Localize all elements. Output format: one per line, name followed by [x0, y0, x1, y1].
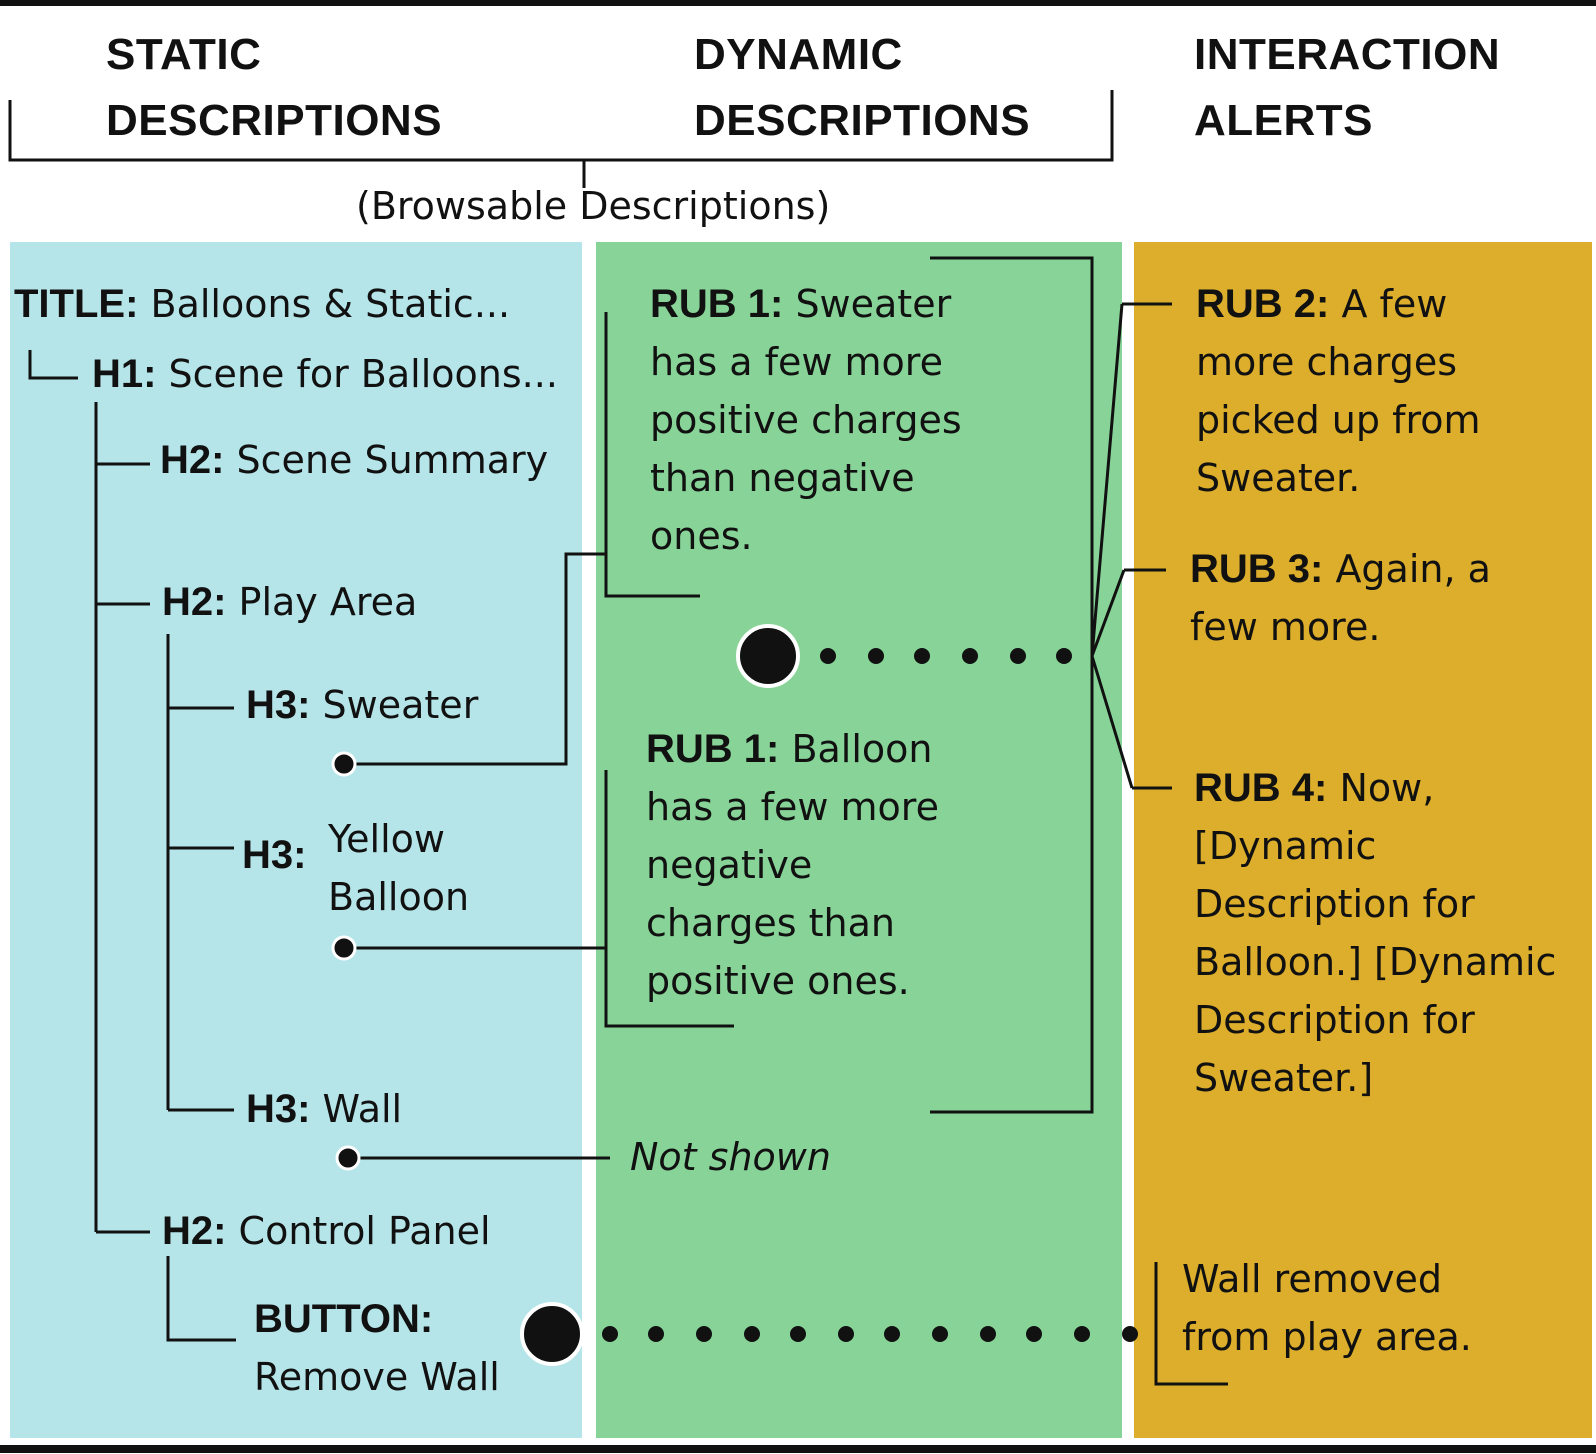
tree-button-text: Remove Wall [254, 1355, 500, 1399]
balloon-desc-line1: Balloon [791, 727, 933, 771]
rub2-line2: more charges [1196, 340, 1458, 384]
rub4-line4: Balloon.] [Dynamic [1194, 940, 1557, 984]
tree-button-label: BUTTON: [254, 1297, 434, 1341]
rub4-line6: Sweater.] [1194, 1056, 1374, 1100]
rub3-line1: Again, a [1335, 547, 1491, 591]
rub2-alert: RUB 2: A few more charges picked up from… [1196, 275, 1481, 507]
tree-title-text: Balloons & Static... [150, 282, 511, 326]
rub4-line2: [Dynamic [1194, 824, 1377, 868]
alerts-header-line2: ALERTS [1194, 96, 1373, 145]
tree-button: BUTTON: Remove Wall [254, 1290, 500, 1406]
balloon-desc-line4: charges than [646, 901, 895, 945]
balloon-desc-line2: has a few more [646, 785, 939, 829]
rub4-alert: RUB 4: Now, [Dynamic Description for Bal… [1194, 759, 1556, 1107]
wall-removed-line2: from play area. [1182, 1315, 1472, 1359]
tree-control-panel: H2: Control Panel [162, 1202, 491, 1260]
tree-play-area-text: Play Area [238, 580, 418, 624]
rub2-label: RUB 2: [1196, 282, 1330, 326]
dynamic-header: DYNAMIC DESCRIPTIONS [694, 22, 1030, 154]
rub4-line5: Description for [1194, 998, 1475, 1042]
tree-yellow-balloon-line2: Balloon [328, 875, 470, 919]
sweater-desc-label: RUB 1: [650, 282, 784, 326]
sweater-desc-line3: positive charges [650, 398, 962, 442]
browsable-label: (Browsable Descriptions) [356, 184, 831, 228]
tree-h1-text: Scene for Balloons... [168, 352, 558, 396]
tree-h1: H1: Scene for Balloons... [92, 345, 558, 403]
dynamic-header-line2: DESCRIPTIONS [694, 96, 1031, 145]
rub4-line1: Now, [1339, 766, 1435, 810]
dynamic-header-line1: DYNAMIC [694, 30, 903, 79]
sweater-desc-line1: Sweater [795, 282, 952, 326]
not-shown-label: Not shown [630, 1135, 831, 1179]
tree-sweater: H3: Sweater [246, 676, 478, 734]
rub4-line3: Description for [1194, 882, 1475, 926]
static-header: STATIC DESCRIPTIONS [106, 22, 442, 154]
rub3-label: RUB 3: [1190, 547, 1324, 591]
tree-h1-label: H1: [92, 352, 157, 396]
tree-yellow-balloon-text: Yellow Balloon [328, 810, 469, 926]
tree-sweater-label: H3: [246, 683, 311, 727]
rub2-line1: A few [1341, 282, 1448, 326]
tree-wall-label: H3: [246, 1087, 311, 1131]
sweater-desc-line5: ones. [650, 514, 753, 558]
dynamic-descriptions-panel [596, 242, 1122, 1438]
wall-removed-line1: Wall removed [1182, 1257, 1443, 1301]
static-descriptions-panel [10, 242, 582, 1438]
sweater-desc-line4: than negative [650, 456, 915, 500]
rub3-line2: few more. [1190, 605, 1381, 649]
tree-control-panel-text: Control Panel [238, 1209, 491, 1253]
wall-removed-alert: Wall removed from play area. [1182, 1250, 1472, 1366]
tree-title: TITLE: Balloons & Static... [14, 275, 510, 333]
tree-yellow-balloon-label: H3: [242, 833, 307, 877]
rub2-line4: Sweater. [1196, 456, 1361, 500]
alerts-header: INTERACTION ALERTS [1194, 22, 1500, 154]
tree-wall: H3: Wall [246, 1080, 402, 1138]
tree-scene-summary: H2: Scene Summary [160, 431, 548, 489]
static-header-line2: DESCRIPTIONS [106, 96, 443, 145]
tree-scene-summary-label: H2: [160, 438, 225, 482]
tree-play-area: H2: Play Area [162, 573, 417, 631]
balloon-desc-label: RUB 1: [646, 727, 780, 771]
rub2-line3: picked up from [1196, 398, 1481, 442]
sweater-dynamic-description: RUB 1: Sweater has a few more positive c… [650, 275, 962, 565]
tree-play-area-label: H2: [162, 580, 227, 624]
rub3-alert: RUB 3: Again, a few more. [1190, 540, 1491, 656]
tree-scene-summary-text: Scene Summary [236, 438, 549, 482]
static-header-line1: STATIC [106, 30, 262, 79]
balloon-desc-line5: positive ones. [646, 959, 910, 1003]
balloon-desc-line3: negative [646, 843, 813, 887]
tree-wall-text: Wall [322, 1087, 403, 1131]
rub4-label: RUB 4: [1194, 766, 1328, 810]
balloon-dynamic-description: RUB 1: Balloon has a few more negative c… [646, 720, 939, 1010]
tree-yellow-balloon-line1: Yellow [328, 817, 445, 861]
tree-sweater-text: Sweater [322, 683, 479, 727]
sweater-desc-line2: has a few more [650, 340, 943, 384]
alerts-header-line1: INTERACTION [1194, 30, 1501, 79]
tree-title-label: TITLE: [14, 282, 139, 326]
interaction-alerts-panel [1134, 242, 1592, 1438]
tree-control-panel-label: H2: [162, 1209, 227, 1253]
